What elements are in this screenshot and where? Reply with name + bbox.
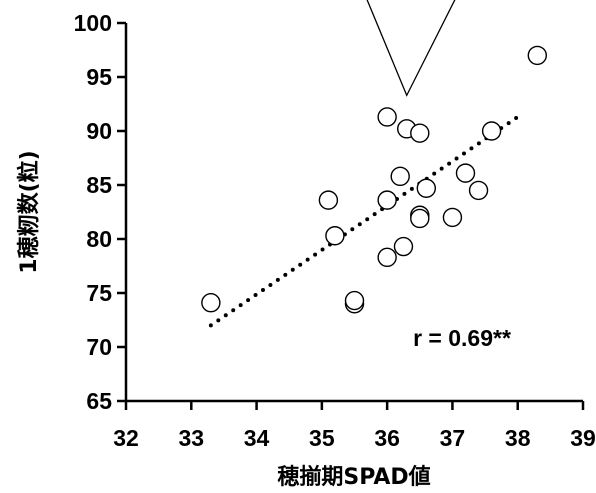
trendline	[208, 114, 520, 328]
y-tick-label: 65	[86, 388, 112, 414]
data-point	[410, 123, 430, 143]
trendline-layer	[208, 114, 520, 328]
data-point	[325, 226, 345, 246]
x-tick-label: 32	[113, 425, 139, 451]
x-tick-label: 37	[440, 425, 466, 451]
data-point	[416, 178, 437, 198]
correlation-annotation: r = 0.69**	[413, 325, 511, 351]
x-tick-label: 35	[309, 425, 335, 451]
data-point	[455, 163, 476, 183]
y-tick-label: 80	[86, 226, 112, 252]
data-point	[410, 208, 430, 229]
data-point	[481, 121, 502, 141]
x-tick-label: 36	[374, 425, 400, 451]
data-point	[318, 190, 339, 210]
x-tick-label: 34	[244, 425, 270, 451]
data-point	[201, 293, 221, 313]
data-point	[393, 236, 414, 257]
data-point	[377, 190, 397, 210]
y-tick-label: 75	[86, 280, 112, 306]
data-point	[390, 166, 410, 187]
x-tick-label: 39	[570, 425, 596, 451]
callout-line	[366, 0, 456, 97]
data-point	[377, 247, 397, 268]
y-tick-label: 100	[74, 10, 112, 36]
x-tick-label: 38	[505, 425, 531, 451]
x-axis-title: 穂揃期SPAD値	[277, 464, 430, 490]
callout-layer	[366, 0, 456, 97]
data-point	[527, 45, 547, 66]
y-tick-label: 70	[86, 334, 112, 360]
y-axis-title: 1穂籾数(粒)	[16, 150, 42, 273]
y-tick-label: 85	[86, 172, 112, 198]
data-point	[344, 290, 365, 311]
x-tick-label: 33	[178, 425, 204, 451]
y-tick-label: 90	[86, 118, 112, 144]
data-point	[468, 180, 489, 201]
data-point	[442, 207, 463, 228]
y-tick-label: 95	[86, 64, 112, 90]
data-point	[377, 107, 397, 127]
axes: 65 70 75 80 85 90 95 100 32 33 34 35 36 37 38 39	[74, 10, 596, 451]
data-points	[201, 45, 547, 314]
